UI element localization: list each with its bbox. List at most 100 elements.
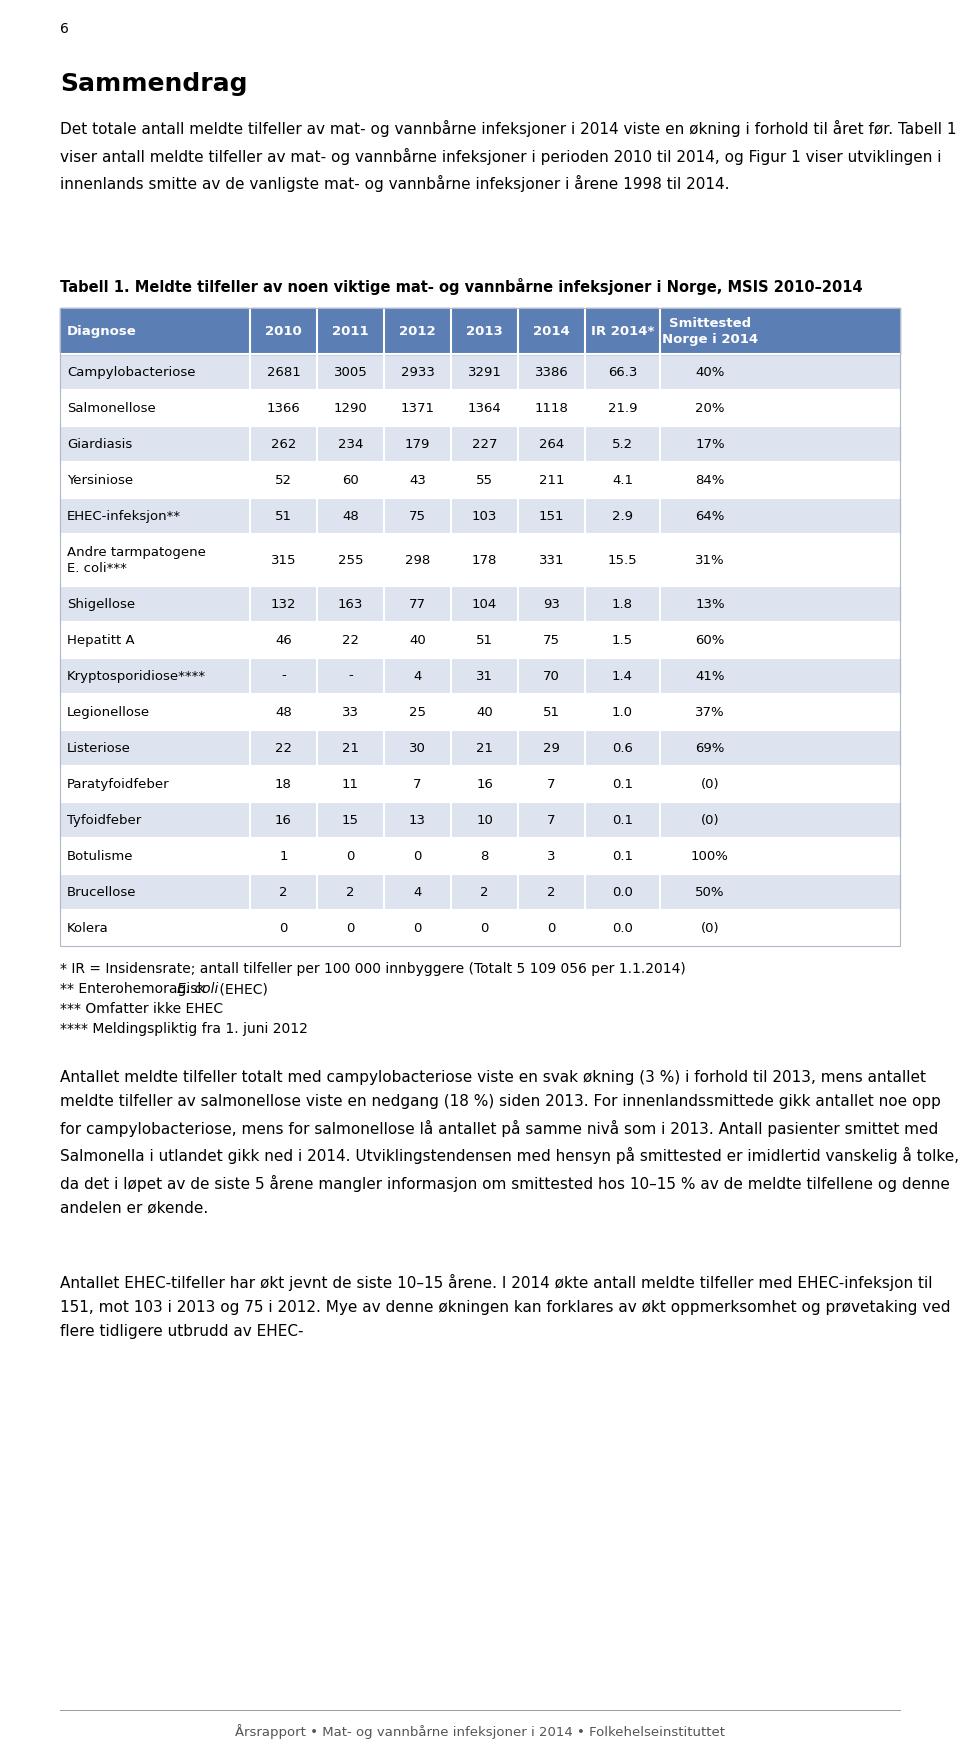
Text: 31: 31 [476,669,493,683]
Text: 46: 46 [276,633,292,647]
Text: 17%: 17% [695,437,725,450]
Text: 2011: 2011 [332,324,369,338]
Text: 8: 8 [480,849,489,863]
Text: 1.4: 1.4 [612,669,633,683]
Text: Hepatitt A: Hepatitt A [67,633,134,647]
Text: 7: 7 [547,814,556,826]
Text: 1118: 1118 [535,401,568,415]
Text: (EHEC): (EHEC) [215,981,268,995]
Text: 1290: 1290 [334,401,368,415]
Text: Smittested
Norge i 2014: Smittested Norge i 2014 [662,317,758,345]
Text: *** Omfatter ikke EHEC: *** Omfatter ikke EHEC [60,1002,223,1016]
Text: 18: 18 [276,777,292,791]
Text: 0: 0 [347,922,354,934]
Text: 52: 52 [275,474,292,486]
Text: (0): (0) [701,814,719,826]
Text: E. coli: E. coli [177,981,218,995]
Text: 2: 2 [347,885,355,898]
Text: -: - [348,669,353,683]
Text: 1.8: 1.8 [612,598,633,610]
Text: 11: 11 [342,777,359,791]
Text: 0.1: 0.1 [612,777,633,791]
Text: 22: 22 [275,741,292,755]
Text: 0: 0 [480,922,489,934]
Text: Salmonellose: Salmonellose [67,401,156,415]
Text: 100%: 100% [691,849,729,863]
Bar [60,425,900,462]
Text: 0.0: 0.0 [612,922,633,934]
Text: Tabell 1. Meldte tilfeller av noen viktige mat- og vannbårne infeksjoner i Norge: Tabell 1. Meldte tilfeller av noen vikti… [60,277,863,295]
Text: 1.5: 1.5 [612,633,633,647]
Text: 103: 103 [471,509,497,523]
Text: 132: 132 [271,598,297,610]
Text: Kryptosporidiose****: Kryptosporidiose**** [67,669,206,683]
Text: 21: 21 [476,741,493,755]
Text: 211: 211 [539,474,564,486]
Bar [60,354,900,390]
Text: 48: 48 [276,706,292,718]
Text: 69%: 69% [695,741,725,755]
Text: 48: 48 [342,509,359,523]
Text: 0: 0 [347,849,354,863]
Text: 10: 10 [476,814,492,826]
Text: 7: 7 [413,777,421,791]
Text: 16: 16 [276,814,292,826]
Text: 179: 179 [405,437,430,450]
Text: 3291: 3291 [468,366,501,378]
Text: 262: 262 [271,437,297,450]
Text: 2010: 2010 [265,324,301,338]
Text: 255: 255 [338,554,363,566]
Bar [60,498,900,533]
Text: 3: 3 [547,849,556,863]
Bar [60,462,900,498]
Text: 0: 0 [414,849,421,863]
Text: 163: 163 [338,598,363,610]
Text: 3386: 3386 [535,366,568,378]
Text: Andre tarmpatogene
E. coli***: Andre tarmpatogene E. coli*** [67,546,205,575]
Text: 0: 0 [414,922,421,934]
Text: 33: 33 [342,706,359,718]
Text: 234: 234 [338,437,363,450]
Text: 178: 178 [471,554,497,566]
Bar [60,622,900,659]
Text: Listeriose: Listeriose [67,741,131,755]
Bar [60,694,900,730]
Text: 4: 4 [414,669,421,683]
Text: 0.1: 0.1 [612,849,633,863]
Text: **** Meldingspliktig fra 1. juni 2012: **** Meldingspliktig fra 1. juni 2012 [60,1021,308,1035]
Text: 331: 331 [539,554,564,566]
Text: 77: 77 [409,598,426,610]
Text: Det totale antall meldte tilfeller av mat- og vannbårne infeksjoner i 2014 viste: Det totale antall meldte tilfeller av ma… [60,120,956,192]
Bar [60,659,900,694]
Text: Antallet EHEC-tilfeller har økt jevnt de siste 10–15 årene. I 2014 økte antall m: Antallet EHEC-tilfeller har økt jevnt de… [60,1274,950,1339]
Text: 7: 7 [547,777,556,791]
Text: 104: 104 [472,598,497,610]
Text: 60%: 60% [695,633,725,647]
Text: 264: 264 [539,437,564,450]
Text: Legionellose: Legionellose [67,706,150,718]
Text: 227: 227 [471,437,497,450]
Text: 13%: 13% [695,598,725,610]
Text: 298: 298 [405,554,430,566]
Text: 21: 21 [342,741,359,755]
Text: 29: 29 [543,741,560,755]
Text: 40: 40 [476,706,492,718]
Text: 51: 51 [543,706,560,718]
Text: * IR = Insidensrate; antall tilfeller per 100 000 innbyggere (Totalt 5 109 056 p: * IR = Insidensrate; antall tilfeller pe… [60,962,685,976]
Text: 1: 1 [279,849,288,863]
Text: (0): (0) [701,777,719,791]
Text: 40: 40 [409,633,426,647]
Text: Campylobacteriose: Campylobacteriose [67,366,196,378]
Text: 151: 151 [539,509,564,523]
Text: 41%: 41% [695,669,725,683]
Text: Yersiniose: Yersiniose [67,474,133,486]
Text: Brucellose: Brucellose [67,885,136,898]
Text: 0: 0 [547,922,556,934]
Text: 43: 43 [409,474,426,486]
Bar [60,390,900,425]
Text: 16: 16 [476,777,492,791]
Text: 2014: 2014 [533,324,570,338]
Text: 51: 51 [476,633,493,647]
Text: 75: 75 [409,509,426,523]
Text: ** Enterohemoragisk: ** Enterohemoragisk [60,981,214,995]
